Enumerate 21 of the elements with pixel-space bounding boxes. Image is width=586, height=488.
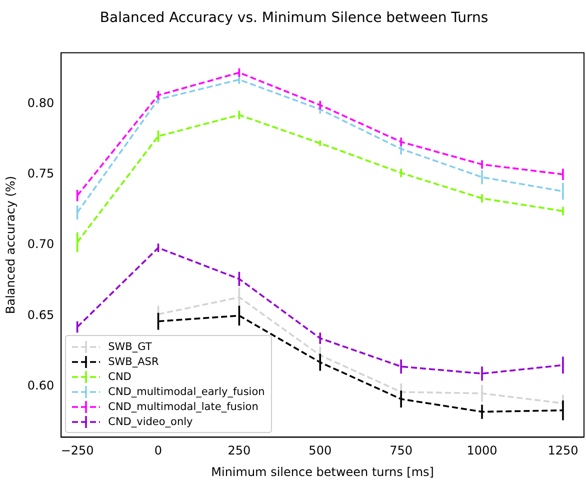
y-tick-label: 0.80: [27, 96, 54, 110]
x-tick-label: 0: [154, 444, 162, 458]
y-axis-title: Balanced accuracy (%): [3, 176, 18, 314]
chart-title: Balanced Accuracy vs. Minimum Silence between Turns: [100, 10, 488, 26]
y-tick-label: 0.70: [27, 237, 54, 252]
legend-label: CND_video_only: [108, 416, 193, 428]
x-tick-label: 750: [390, 444, 413, 458]
legend-label: CND_multimodal_late_fusion: [108, 400, 258, 413]
legend-label: CND: [108, 370, 132, 383]
x-tick-label: 500: [308, 444, 332, 458]
legend-label: SWB_ASR: [108, 356, 159, 368]
y-tick-label: 0.60: [27, 378, 54, 392]
x-axis-title: Minimum silence between turns [ms]: [211, 464, 434, 479]
y-tick-label: 0.65: [27, 308, 54, 322]
x-tick-label: 250: [228, 444, 251, 458]
legend-label: SWB_GT: [108, 340, 152, 353]
legend-label: CND_multimodal_early_fusion: [108, 386, 265, 398]
x-tick-label: 1000: [466, 444, 498, 458]
y-tick-label: 0.75: [27, 166, 54, 180]
x-tick-label: −250: [60, 444, 94, 458]
x-tick-label: 1250: [548, 444, 578, 458]
